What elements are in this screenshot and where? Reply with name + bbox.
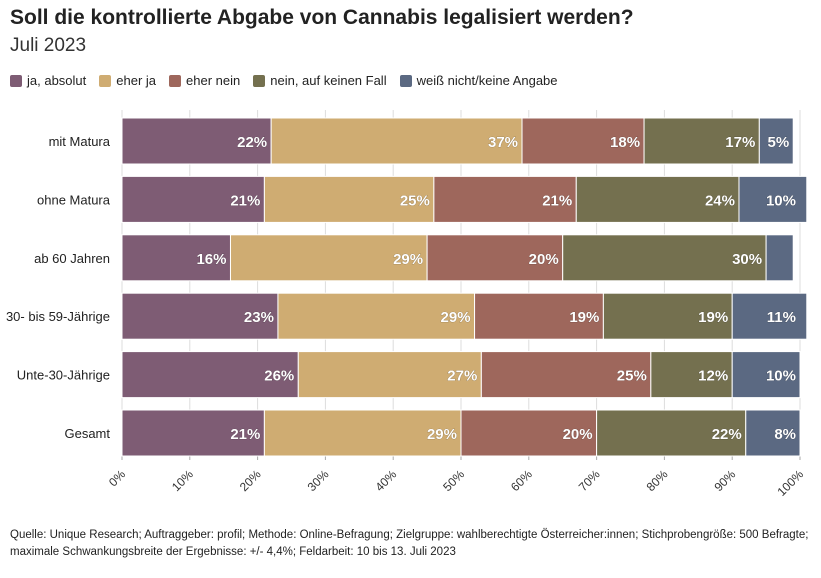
bar-segment xyxy=(602,292,733,340)
x-tick-label: 50% xyxy=(440,467,467,494)
chart-subtitle: Juli 2023 xyxy=(10,35,87,56)
legend-swatch xyxy=(169,74,182,87)
bar-segment xyxy=(121,409,265,457)
bar-value-label: 20% xyxy=(529,251,559,268)
bar-segment xyxy=(474,292,604,340)
bar-value-label: 10% xyxy=(766,192,796,209)
bar-value-label: 5% xyxy=(768,134,790,151)
category-label: Gesamt xyxy=(64,426,110,441)
x-tick-label: 60% xyxy=(508,467,535,494)
legend-label: eher ja xyxy=(116,73,157,88)
bar-value-label: 21% xyxy=(230,426,260,443)
legend-label: nein, auf keinen Fall xyxy=(270,73,387,88)
bar-segment xyxy=(426,234,564,282)
bar-segment xyxy=(121,234,231,282)
legend-label: ja, absolut xyxy=(27,73,87,88)
bar-segment xyxy=(121,292,279,340)
bar-segment xyxy=(277,292,476,340)
bar-segment xyxy=(765,234,794,282)
bar-segment xyxy=(121,175,265,223)
legend-item: eher ja xyxy=(99,73,156,88)
category-label: 30- bis 59-Jährige xyxy=(6,309,110,324)
bar-segment xyxy=(229,234,428,282)
bar-value-label: 17% xyxy=(725,134,755,151)
legend-label: weiß nicht/keine Angabe xyxy=(416,73,558,88)
legend-label: eher nein xyxy=(186,73,241,88)
bar-value-label: 8% xyxy=(774,426,796,443)
category-label: ab 60 Jahren xyxy=(34,251,110,266)
legend-swatch xyxy=(10,74,22,87)
bar-segment xyxy=(575,175,740,223)
x-tick-label: 80% xyxy=(644,467,671,494)
legend: ja, absolut eher ja eher nein nein, auf kei… xyxy=(10,73,571,88)
bar-value-label: 24% xyxy=(705,192,735,209)
bar-value-label: 25% xyxy=(400,192,430,209)
legend-item: nein, auf keinen Fall xyxy=(253,73,387,88)
x-tick-label: 70% xyxy=(576,467,603,494)
bar-segment xyxy=(521,117,645,165)
legend-item: ja, absolut xyxy=(10,73,86,88)
bar-value-label: 21% xyxy=(542,192,572,209)
bar-value-label: 22% xyxy=(712,426,742,443)
stacked-bar-chart: 0% 10% 20% 30% 40% 50% 60% 70% 80% 90% 100% mit Mat… xyxy=(6,110,808,499)
bar-value-label: 29% xyxy=(441,309,471,326)
x-tick-label: 10% xyxy=(169,467,196,494)
legend-item: eher nein xyxy=(169,73,240,88)
bar-segment xyxy=(650,351,733,399)
bar-value-label: 23% xyxy=(244,309,274,326)
chart-title: Soll die kontrollierte Abgabe von Cannab… xyxy=(10,6,634,29)
bar-segment xyxy=(738,175,808,223)
bar-value-label: 21% xyxy=(230,192,260,209)
bar-value-label: 16% xyxy=(196,251,226,268)
bar-value-label: 18% xyxy=(610,134,640,151)
bar-segment xyxy=(433,175,577,223)
legend-swatch xyxy=(399,74,412,87)
bar-value-label: 29% xyxy=(427,426,457,443)
bar-segment xyxy=(643,117,760,165)
bar-value-label: 19% xyxy=(698,309,728,326)
bar-segment xyxy=(731,292,808,340)
source-note: Quelle: Unique Research; Auftraggeber: p… xyxy=(10,529,809,558)
bar-value-label: 25% xyxy=(617,368,647,385)
bar-segment xyxy=(121,117,272,165)
bar-segment xyxy=(263,175,435,223)
category-label: mit Matura xyxy=(49,134,111,149)
bar-value-label: 12% xyxy=(698,368,728,385)
bar-value-label: 11% xyxy=(767,309,796,326)
bar-segment xyxy=(596,409,747,457)
bar-segment xyxy=(745,409,801,457)
x-tick-label: 30% xyxy=(305,467,332,494)
legend-item: weiß nicht/keine Angabe xyxy=(399,73,558,88)
bar-value-label: 19% xyxy=(569,309,599,326)
category-label: Unte-30-Jährige xyxy=(17,368,110,383)
bar-value-label: 20% xyxy=(563,426,593,443)
bar-value-label: 10% xyxy=(766,368,796,385)
bar-value-label: 29% xyxy=(393,251,423,268)
legend-swatch xyxy=(99,74,112,87)
bar-segment xyxy=(562,234,767,282)
legend-swatch xyxy=(253,74,266,87)
bar-value-label: 22% xyxy=(237,134,267,151)
category-label: ohne Matura xyxy=(37,192,111,207)
bar-segment xyxy=(480,351,652,399)
bar-segment xyxy=(731,351,801,399)
x-tick-label: 0% xyxy=(106,467,128,489)
x-tick-label: 100% xyxy=(775,467,807,499)
bar-value-label: 27% xyxy=(447,368,477,385)
x-tick-label: 90% xyxy=(711,467,738,494)
bar-value-label: 37% xyxy=(488,134,518,151)
x-tick-label: 40% xyxy=(372,467,399,494)
bar-value-label: 30% xyxy=(732,251,762,268)
bar-segment xyxy=(270,117,523,165)
bar-segment xyxy=(297,351,482,399)
x-tick-label: 20% xyxy=(237,467,264,494)
bar-segment xyxy=(460,409,598,457)
bar-segment xyxy=(758,117,794,165)
bar-value-label: 26% xyxy=(264,368,294,385)
